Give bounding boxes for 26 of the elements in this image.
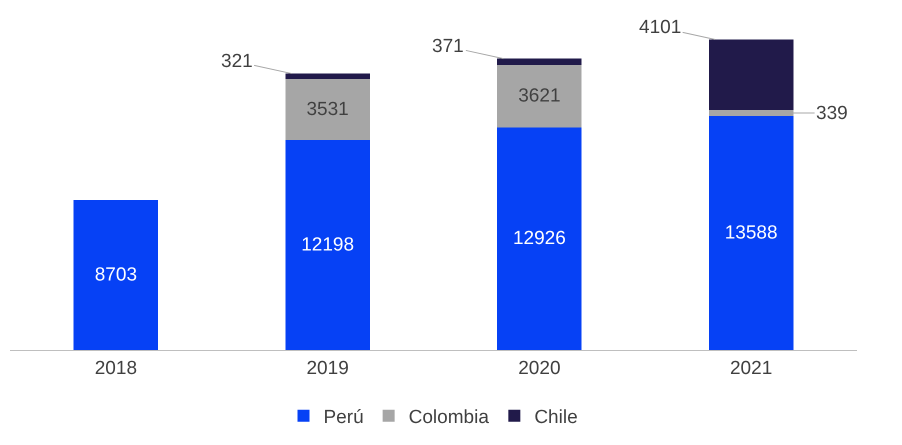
legend-label: Colombia <box>408 407 490 428</box>
data-label: 4101 <box>639 17 682 38</box>
x-tick-label: 2021 <box>730 358 772 379</box>
data-label: 12198 <box>301 234 354 256</box>
bar <box>74 200 158 350</box>
bar <box>285 79 370 140</box>
data-label: 371 <box>432 36 464 57</box>
x-tick-label: 2018 <box>94 358 138 379</box>
x-tick-label: 2020 <box>518 358 561 379</box>
data-label: 3621 <box>518 86 561 107</box>
data-label: 3531 <box>306 99 349 120</box>
x-tick-label: 2019 <box>306 358 349 379</box>
data-label: 8703 <box>94 264 138 286</box>
data-label: 339 <box>816 103 848 124</box>
bar <box>285 74 370 80</box>
data-label: 12926 <box>512 228 566 250</box>
bar <box>708 40 794 110</box>
data-label: 321 <box>221 51 253 72</box>
bar <box>708 116 794 350</box>
bar <box>497 65 582 128</box>
bar <box>497 127 582 350</box>
legend-label: Chile <box>534 407 578 428</box>
bar <box>497 58 582 66</box>
data-label: 13588 <box>724 222 778 244</box>
legend-label: Perú <box>324 407 364 428</box>
bar <box>285 140 370 350</box>
